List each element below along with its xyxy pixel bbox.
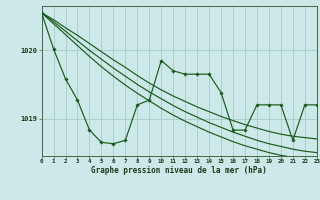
X-axis label: Graphe pression niveau de la mer (hPa): Graphe pression niveau de la mer (hPa) bbox=[91, 166, 267, 175]
